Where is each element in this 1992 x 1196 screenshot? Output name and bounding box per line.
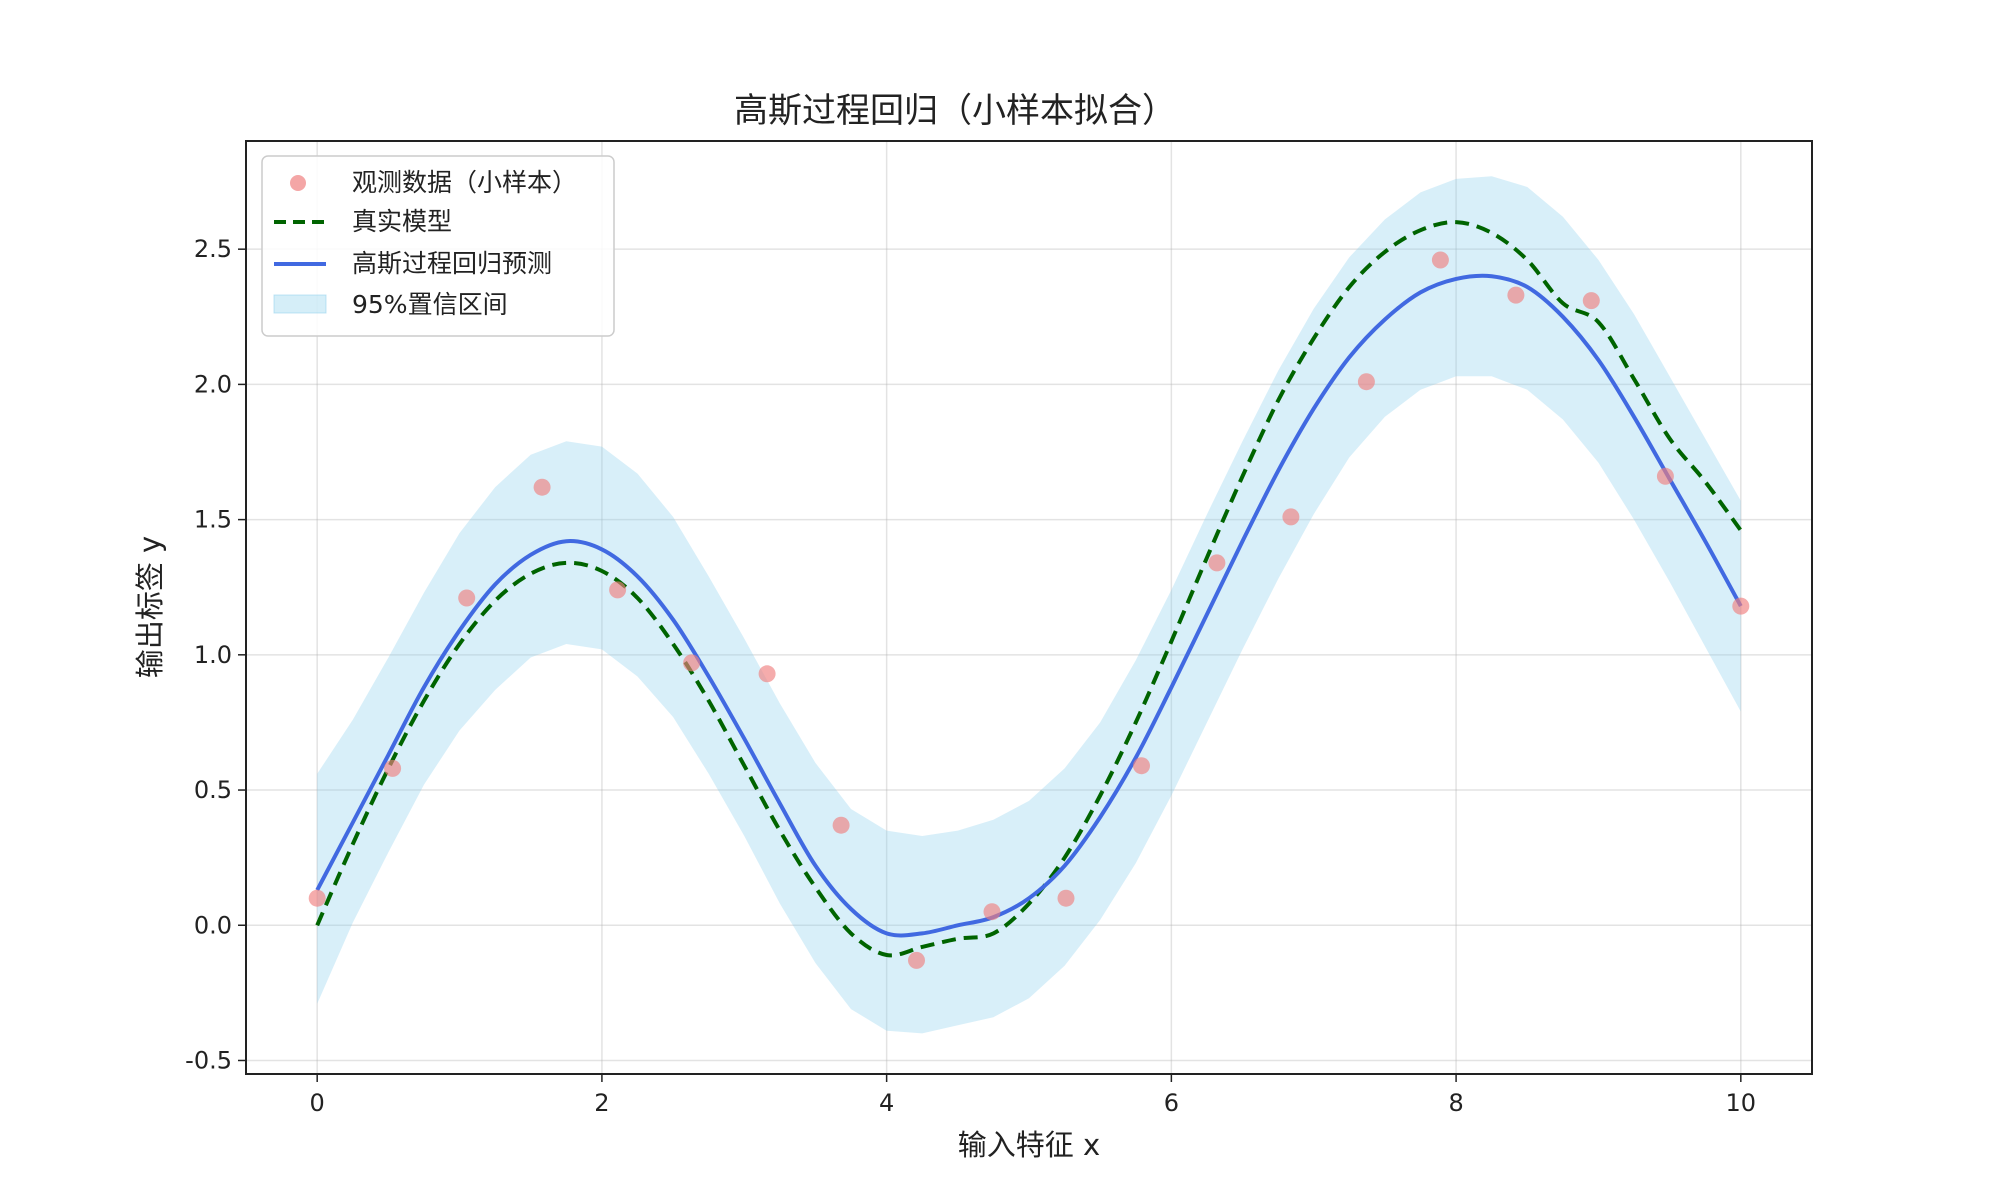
observed-point xyxy=(983,903,1001,921)
x-axis: 0 2 4 6 8 10 xyxy=(310,1074,1757,1117)
legend-observed-label: 观测数据（小样本） xyxy=(352,168,577,197)
y-axis-label: 输出标签 y xyxy=(133,536,167,678)
x-tick-label: 8 xyxy=(1448,1089,1463,1117)
y-tick-label: 0.5 xyxy=(194,776,232,804)
x-tick-label: 2 xyxy=(594,1089,609,1117)
observed-point xyxy=(1507,286,1525,304)
observed-points-layer xyxy=(308,251,1750,969)
observed-point xyxy=(1133,757,1150,775)
y-tick-label: -0.5 xyxy=(185,1046,232,1074)
observed-point xyxy=(683,654,701,672)
line-layer xyxy=(315,220,1743,958)
legend-observed-marker xyxy=(290,175,306,191)
y-tick-label: 0.0 xyxy=(194,911,232,939)
observed-point xyxy=(609,581,627,599)
observed-point xyxy=(1208,554,1226,572)
x-tick-label: 10 xyxy=(1726,1089,1757,1117)
legend-interval-swatch xyxy=(273,294,327,314)
observed-point xyxy=(1582,292,1600,310)
chart-title: 高斯过程回归（小样本拟合） xyxy=(734,91,1176,131)
legend-interval-label: 95%置信区间 xyxy=(352,290,508,319)
observed-point xyxy=(533,478,551,496)
observed-point xyxy=(1732,597,1750,615)
legend: 观测数据（小样本） 真实模型 高斯过程回归预测 95%置信区间 xyxy=(261,155,615,337)
y-tick-label: 1.5 xyxy=(194,506,232,534)
observed-point xyxy=(758,665,776,683)
plot-frame xyxy=(245,140,1813,1075)
grid xyxy=(246,141,1812,1074)
observed-point xyxy=(458,589,476,607)
observed-point xyxy=(908,951,925,969)
x-axis-label: 输入特征 x xyxy=(958,1128,1100,1162)
observed-point xyxy=(832,816,850,834)
observed-point xyxy=(1282,508,1300,526)
y-tick-label: 2.5 xyxy=(194,235,232,263)
legend-box xyxy=(261,155,615,337)
x-tick-label: 4 xyxy=(879,1089,894,1117)
observed-point xyxy=(308,889,326,907)
x-tick-label: 0 xyxy=(310,1089,325,1117)
observed-point xyxy=(1357,373,1375,391)
observed-point xyxy=(384,759,402,777)
confidence-band xyxy=(317,176,1741,1034)
confidence-band-layer xyxy=(317,176,1741,1034)
legend-true-model-label: 真实模型 xyxy=(352,207,452,236)
prediction-line xyxy=(315,273,1743,938)
y-tick-label: 1.0 xyxy=(194,641,232,669)
observed-point xyxy=(1656,467,1674,485)
observed-point xyxy=(1057,889,1075,907)
observed-point xyxy=(1431,251,1449,269)
x-tick-label: 6 xyxy=(1164,1089,1179,1117)
legend-prediction-label: 高斯过程回归预测 xyxy=(352,249,552,278)
y-axis: -0.5 0.0 0.5 1.0 1.5 2.0 2.5 xyxy=(185,235,246,1074)
y-tick-label: 2.0 xyxy=(194,370,232,398)
